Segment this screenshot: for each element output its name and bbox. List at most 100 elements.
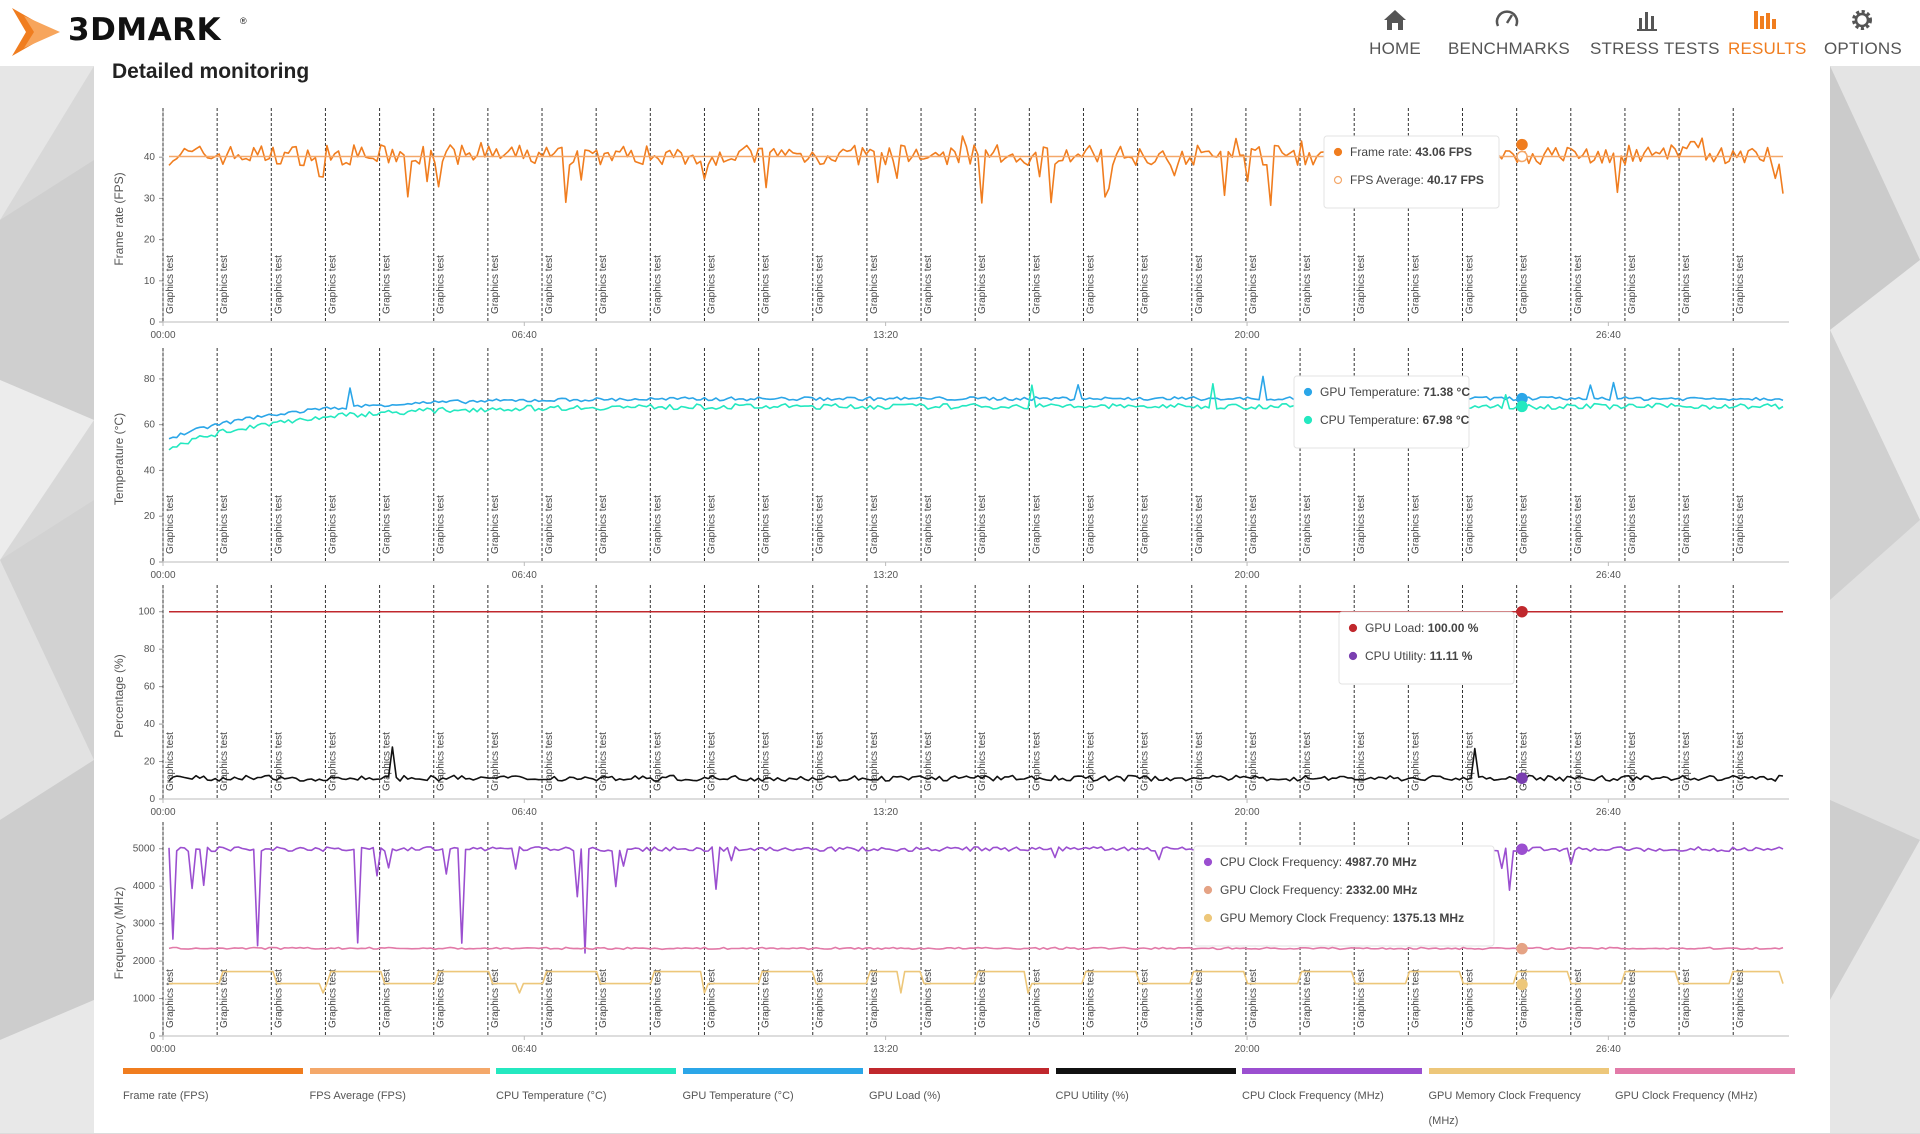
test-marker-label: Graphics test [490,495,501,554]
test-marker-label: Graphics test [1627,255,1638,314]
test-marker-label: Graphics test [1140,495,1151,554]
test-marker-label: Graphics test [652,732,663,791]
y-axis-label: Temperature (°C) [112,413,126,505]
nav-options[interactable]: OPTIONS [1824,0,1902,66]
test-marker-label: Graphics test [1302,732,1313,791]
legend-item[interactable]: FPS Average (FPS) [309,1068,490,1109]
test-marker-label: Graphics test [977,495,988,554]
test-marker-label: Graphics test [1410,969,1421,1028]
test-marker-label: Graphics test [869,969,880,1028]
legend-label: CPU Clock Frequency (MHz) [1242,1090,1384,1102]
tooltip-series-name: Frame rate: [1350,145,1415,159]
x-tick-label: 13:20 [873,570,898,581]
x-tick-label: 13:20 [873,1044,898,1055]
test-marker-label: Graphics test [165,969,176,1028]
test-marker-label: Graphics test [273,969,284,1028]
legend-color-bar [496,1068,676,1074]
series-frame-rate-line [168,135,1784,207]
test-marker-label: Graphics test [1573,255,1584,314]
nav-benchmarks[interactable]: BENCHMARKS [1448,0,1570,66]
test-marker-label: Graphics test [761,732,772,791]
legend-color-bar [123,1068,303,1074]
legend-label: GPU Temperature (°C) [682,1090,794,1102]
test-marker-label: Graphics test [1085,969,1096,1028]
test-marker-label: Graphics test [544,255,555,314]
test-marker-label: Graphics test [1573,732,1584,791]
legend-color-bar [1615,1068,1795,1074]
test-marker-label: Graphics test [165,495,176,554]
results-chart-icon [1754,11,1776,29]
y-tick-label: 80 [144,644,156,655]
test-marker-label: Graphics test [761,495,772,554]
test-marker-label: Graphics test [1140,255,1151,314]
series-gpu-temperature-line [168,375,1784,440]
top-navigation-bar: 3DMARK ® HOME BENCHMARKS STRESS TESTS [0,0,1920,66]
test-marker-label: Graphics test [1085,732,1096,791]
legend-item[interactable]: Frame rate (FPS) [123,1068,303,1109]
y-tick-label: 100 [138,607,155,618]
test-marker-label: Graphics test [1085,495,1096,554]
legend-item[interactable]: GPU Temperature (°C) [682,1068,863,1109]
y-tick-label: 10 [144,276,156,287]
test-marker-label: Graphics test [1194,732,1205,791]
test-marker-label: Graphics test [1519,732,1530,791]
test-marker-label: Graphics test [815,732,826,791]
test-marker-label: Graphics test [1248,969,1259,1028]
test-marker-label: Graphics test [1410,495,1421,554]
test-marker-label: Graphics test [1735,495,1746,554]
legend-color-bar [682,1068,863,1074]
tooltip-row: GPU Load: 100.00 % [1365,621,1479,635]
test-marker-label: Graphics test [1410,732,1421,791]
nav-home[interactable]: HOME [1365,0,1425,66]
legend-item[interactable]: GPU Clock Frequency (MHz) [1615,1068,1795,1109]
test-marker-label: Graphics test [1464,255,1475,314]
bar-chart-icon [1637,12,1657,31]
test-marker-label: Graphics test [1735,969,1746,1028]
nav-stress-tests[interactable]: STRESS TESTS [1590,0,1720,66]
nav-label-stress-tests: STRESS TESTS [1590,39,1720,58]
tooltip-series-name: CPU Clock Frequency: [1220,855,1345,869]
tooltip-box [1338,611,1515,685]
app-logo[interactable]: 3DMARK ® [10,2,250,58]
x-tick-label: 00:00 [150,570,175,581]
legend-item[interactable]: GPU Load (%) [869,1068,1049,1109]
test-marker-label: Graphics test [382,732,393,791]
legend-label: CPU Utility (%) [1055,1090,1129,1102]
test-marker-label: Graphics test [1031,969,1042,1028]
test-marker-label: Graphics test [1519,969,1530,1028]
test-marker-label: Graphics test [490,732,501,791]
test-marker-label: Graphics test [1302,255,1313,314]
test-marker-label: Graphics test [1464,969,1475,1028]
y-tick-label: 30 [144,193,156,204]
y-tick-label: 2000 [133,956,156,967]
tooltip-marker [1303,387,1313,397]
tooltip-series-value: 1375.13 MHz [1393,911,1464,925]
tooltip-row: GPU Clock Frequency: 2332.00 MHz [1220,883,1417,897]
legend-label: GPU Load (%) [869,1090,941,1102]
test-marker-label: Graphics test [815,495,826,554]
y-tick-label: 0 [149,1031,155,1042]
test-marker-label: Graphics test [1681,732,1692,791]
legend-item[interactable]: CPU Utility (%) [1055,1068,1236,1109]
nav-results[interactable]: RESULTS [1728,0,1806,66]
tooltip-box [1293,375,1470,449]
test-marker-label: Graphics test [1302,969,1313,1028]
test-marker-label: Graphics test [652,969,663,1028]
legend-item[interactable]: GPU Memory Clock Frequency (MHz) [1428,1068,1609,1134]
y-tick-label: 40 [144,719,156,730]
test-marker-label: Graphics test [1627,495,1638,554]
hover-point [1516,400,1528,413]
legend-item[interactable]: CPU Temperature (°C) [496,1068,676,1109]
test-marker-label: Graphics test [382,495,393,554]
test-marker-label: Graphics test [219,255,230,314]
test-marker-label: Graphics test [1248,255,1259,314]
test-marker-label: Graphics test [869,255,880,314]
test-marker-label: Graphics test [869,732,880,791]
tooltip-series-value: 43.06 FPS [1415,145,1472,159]
test-marker-label: Graphics test [1735,255,1746,314]
test-marker-label: Graphics test [977,969,988,1028]
tooltip-box [1323,135,1500,209]
y-tick-label: 0 [149,794,155,805]
test-marker-label: Graphics test [1356,732,1367,791]
legend-item[interactable]: CPU Clock Frequency (MHz) [1242,1068,1422,1109]
